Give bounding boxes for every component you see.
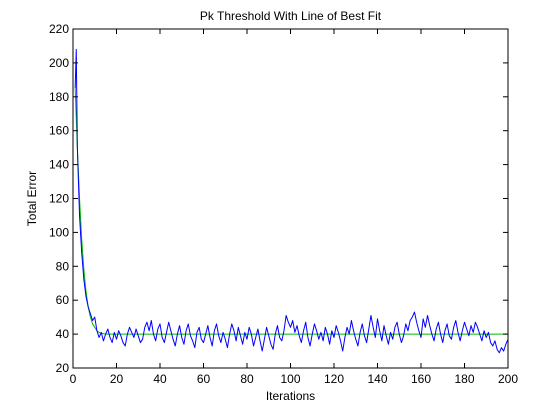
y-tick-label: 160	[49, 124, 69, 138]
x-tick-label: 140	[367, 372, 387, 386]
y-axis-label: Total Error	[25, 171, 39, 226]
x-axis-label: Iterations	[266, 389, 315, 403]
x-tick-label: 120	[324, 372, 344, 386]
plot-frame	[72, 28, 509, 369]
x-tick-label: 200	[498, 372, 518, 386]
y-tick-label: 180	[49, 90, 69, 104]
x-tick-label: 40	[153, 372, 167, 386]
x-tick-label: 20	[110, 372, 124, 386]
series-line-best-fit	[74, 88, 508, 335]
chart-title: Pk Threshold With Line of Best Fit	[200, 9, 382, 23]
series-layer	[74, 48, 509, 354]
y-tick-label: 140	[49, 158, 69, 172]
y-tick-label: 60	[56, 293, 70, 307]
plot-area	[72, 28, 509, 369]
x-tick-label: 60	[197, 372, 211, 386]
y-tick-label: 80	[56, 259, 70, 273]
x-tick-label: 100	[280, 372, 300, 386]
y-tick-label: 120	[49, 192, 69, 206]
y-tick-label: 100	[49, 225, 69, 239]
y-tick-label: 40	[56, 327, 70, 341]
x-axis: 0 20 40 60 80 100 120 140 160 180 200	[70, 29, 518, 386]
x-tick-label: 160	[411, 372, 431, 386]
y-tick-label: 220	[49, 22, 69, 36]
x-tick-label: 0	[70, 372, 77, 386]
x-tick-label: 180	[454, 372, 474, 386]
x-tick-label: 80	[240, 372, 254, 386]
y-axis: 20 40 60 80 100 120 140 160 180 200 220	[49, 22, 508, 375]
series-line-total-error	[74, 48, 509, 354]
y-tick-label: 200	[49, 56, 69, 70]
y-tick-label: 20	[56, 361, 70, 375]
